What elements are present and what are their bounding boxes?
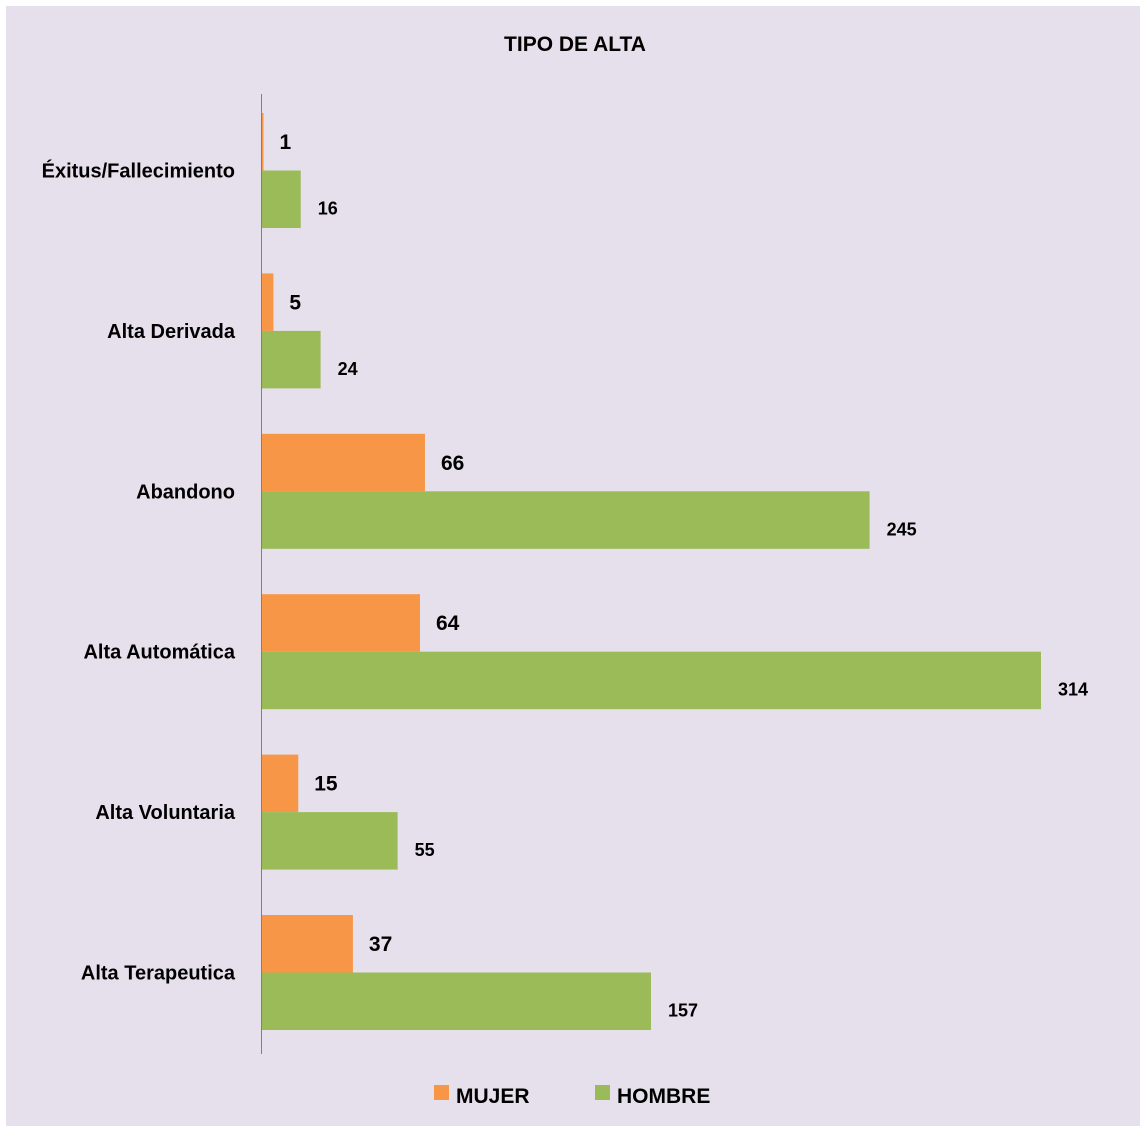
bar-hombre	[261, 812, 398, 870]
bar-mujer	[261, 594, 420, 652]
data-label: 55	[415, 840, 435, 860]
data-label: 15	[314, 773, 338, 796]
data-label: 16	[318, 199, 338, 219]
legend-label-mujer: MUJER	[456, 1085, 530, 1108]
bar-hombre	[261, 330, 321, 389]
category-label: Alta Automática	[83, 642, 235, 664]
bar-hombre	[261, 491, 870, 549]
bar-mujer	[261, 433, 425, 492]
data-label: 157	[668, 1001, 698, 1021]
category-label: Alta Voluntaria	[95, 802, 236, 824]
bar-mujer	[261, 113, 264, 171]
category-label: Éxitus/Fallecimiento	[42, 160, 235, 183]
legend: MUJER HOMBRE	[434, 1085, 710, 1108]
data-label: 1	[279, 131, 291, 154]
bar-hombre	[261, 972, 651, 1030]
chart-area: TIPO DE ALTA Éxitus/Fallecimiento 1 16 Alta…	[6, 6, 1140, 1126]
bar-mujer	[261, 273, 274, 331]
legend-label-hombre: HOMBRE	[617, 1085, 710, 1108]
category-label: Abandono	[136, 481, 235, 503]
bar-mujer	[261, 754, 299, 813]
data-label: 66	[441, 452, 464, 475]
category-label: Alta Derivada	[107, 321, 236, 343]
data-label: 245	[887, 519, 917, 539]
bar-chart: TIPO DE ALTA Éxitus/Fallecimiento 1 16 Alta…	[42, 33, 1088, 1108]
plot-area: Éxitus/Fallecimiento 1 16 Alta Derivada 5 24 A…	[42, 113, 1088, 1030]
category-label: Alta Terapeutica	[81, 963, 236, 985]
data-label: 5	[289, 291, 301, 314]
data-label: 37	[369, 933, 392, 956]
bar-hombre	[261, 170, 301, 228]
legend-swatch-mujer	[434, 1085, 449, 1100]
legend-swatch-hombre	[595, 1085, 610, 1100]
bar-mujer	[261, 915, 353, 973]
data-label: 314	[1058, 680, 1088, 700]
chart-title: TIPO DE ALTA	[504, 33, 646, 56]
bar-hombre	[261, 651, 1041, 710]
data-label: 24	[338, 359, 358, 379]
data-label: 64	[436, 612, 460, 635]
